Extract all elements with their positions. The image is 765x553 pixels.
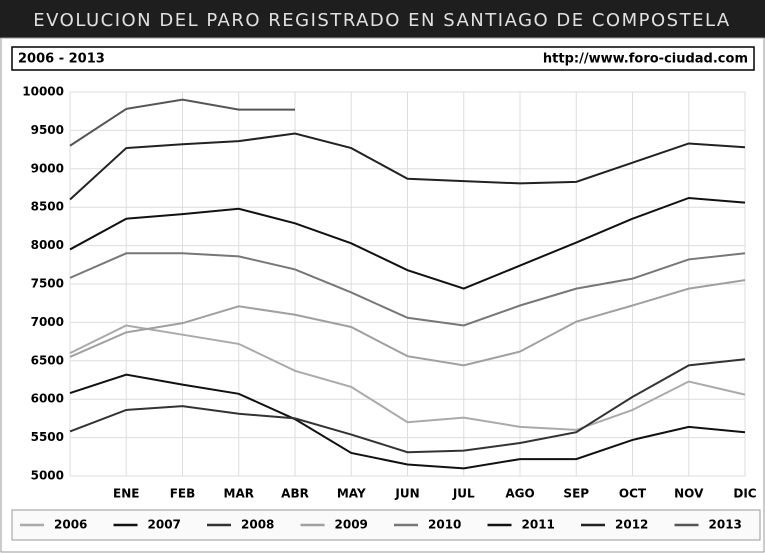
- legend-label: 2011: [522, 518, 555, 532]
- y-tick-label: 8500: [31, 200, 64, 214]
- x-tick-label: JUN: [394, 487, 419, 501]
- series-line: [69, 373, 746, 470]
- chart-title: EVOLUCION DEL PARO REGISTRADO EN SANTIAG…: [33, 10, 730, 31]
- y-tick-label: 5000: [31, 469, 64, 483]
- y-tick-label: 5500: [31, 430, 64, 444]
- legend-label: 2010: [428, 518, 461, 532]
- legend-label: 2008: [241, 518, 274, 532]
- x-tick-label: NOV: [674, 487, 704, 501]
- x-tick-label: OCT: [619, 487, 647, 501]
- series-line: [69, 196, 746, 290]
- series-line: [69, 252, 746, 327]
- x-tick-label: SEP: [563, 487, 589, 501]
- x-tick-label: FEB: [170, 487, 196, 501]
- y-tick-label: 8000: [31, 238, 64, 252]
- series-line: [69, 279, 746, 367]
- legend-label: 2012: [615, 518, 648, 532]
- subtitle: 2006 - 2013: [18, 52, 105, 67]
- x-tick-label: ENE: [113, 487, 139, 501]
- header-box: [11, 46, 755, 71]
- legend-label: 2007: [148, 518, 181, 532]
- x-tick-label: MAR: [224, 487, 254, 501]
- y-tick-label: 7500: [31, 277, 64, 291]
- x-tick-label: JUL: [452, 487, 475, 501]
- title-bar: [0, 0, 765, 38]
- y-tick-label: 9000: [31, 161, 64, 175]
- series-line: [69, 324, 746, 431]
- source: http://www.foro-ciudad.com: [543, 52, 748, 67]
- legend-label: 2006: [54, 518, 87, 532]
- x-tick-label: DIC: [733, 487, 756, 501]
- frame: [0, 37, 765, 553]
- y-tick-label: 10000: [22, 85, 64, 99]
- x-tick-label: MAY: [337, 487, 366, 501]
- series-line: [69, 98, 295, 147]
- series-line: [69, 358, 746, 454]
- legend-label: 2009: [335, 518, 368, 532]
- y-tick-label: 9500: [31, 123, 64, 137]
- y-tick-label: 7000: [31, 315, 64, 329]
- y-tick-label: 6500: [31, 353, 64, 367]
- x-tick-label: ABR: [281, 487, 309, 501]
- series-line: [69, 132, 746, 201]
- legend-label: 2013: [709, 518, 742, 532]
- y-tick-label: 6000: [31, 392, 64, 406]
- x-tick-label: AGO: [505, 487, 534, 501]
